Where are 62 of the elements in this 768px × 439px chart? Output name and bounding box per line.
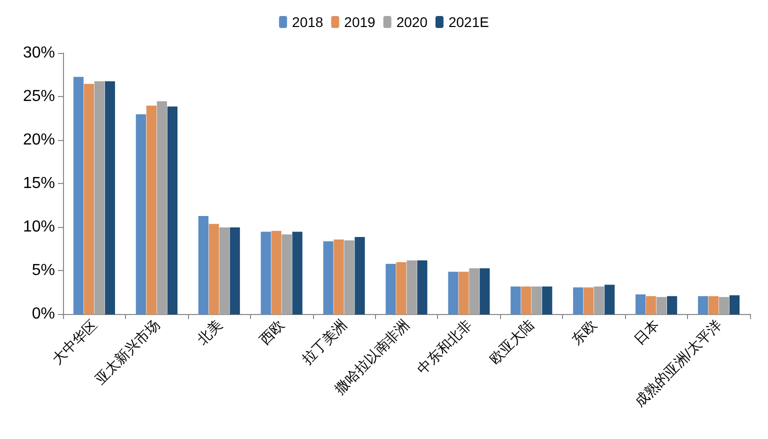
y-tick-label: 25% <box>22 88 55 105</box>
y-tick-label: 0% <box>32 306 55 322</box>
bar <box>594 286 604 314</box>
legend-label: 2018 <box>292 14 324 30</box>
bar <box>198 216 208 314</box>
x-tick-label: 东欧 <box>568 316 600 348</box>
bar <box>729 295 740 314</box>
bar <box>448 272 458 314</box>
bar <box>323 241 334 314</box>
bar <box>417 260 428 314</box>
bar <box>73 76 84 314</box>
bar <box>396 262 406 314</box>
bar <box>260 232 271 314</box>
bar <box>146 106 156 314</box>
bar <box>646 296 656 314</box>
bar <box>708 296 719 314</box>
bar <box>480 268 490 314</box>
bar <box>666 296 678 314</box>
bar <box>406 260 417 314</box>
bar <box>282 234 292 314</box>
bar <box>698 296 708 314</box>
bar <box>104 81 116 314</box>
x-tick-label: 欧亚大陆 <box>486 316 538 368</box>
bar <box>604 284 615 314</box>
bar <box>292 232 302 314</box>
bar <box>230 227 240 314</box>
bar <box>94 81 105 314</box>
bar <box>584 287 594 314</box>
y-tick-label: 30% <box>22 44 55 62</box>
bar <box>542 286 552 314</box>
legend-label: 2020 <box>396 14 428 30</box>
bar <box>573 287 584 314</box>
bar <box>469 268 480 314</box>
x-tick-label: 日本 <box>630 316 662 348</box>
bar <box>271 230 282 314</box>
bar <box>656 296 667 314</box>
bar <box>521 286 532 314</box>
y-tick-label: 20% <box>22 132 55 148</box>
y-tick-label: 5% <box>32 262 55 279</box>
bar <box>84 84 94 314</box>
bar <box>219 227 230 314</box>
bar <box>718 296 730 314</box>
x-tick-label: 中东和北非 <box>414 316 475 378</box>
bar <box>344 240 354 314</box>
y-tick-label: 15% <box>22 175 55 192</box>
x-tick-label: 拉丁美洲 <box>298 316 350 368</box>
bar <box>354 236 365 314</box>
bar <box>386 264 396 314</box>
bar <box>334 240 344 314</box>
bar <box>136 114 146 314</box>
bar <box>636 294 646 314</box>
x-tick-label: 北美 <box>194 316 225 348</box>
legend-label: 2021E <box>448 14 489 30</box>
bar <box>156 101 167 314</box>
bar <box>510 286 521 314</box>
x-tick-label: 西欧 <box>256 316 288 348</box>
y-tick-label: 10% <box>22 218 55 236</box>
bar <box>167 106 178 314</box>
bar <box>532 286 542 314</box>
bar <box>458 272 469 314</box>
legend-label: 2019 <box>344 14 376 30</box>
bar <box>208 224 219 314</box>
